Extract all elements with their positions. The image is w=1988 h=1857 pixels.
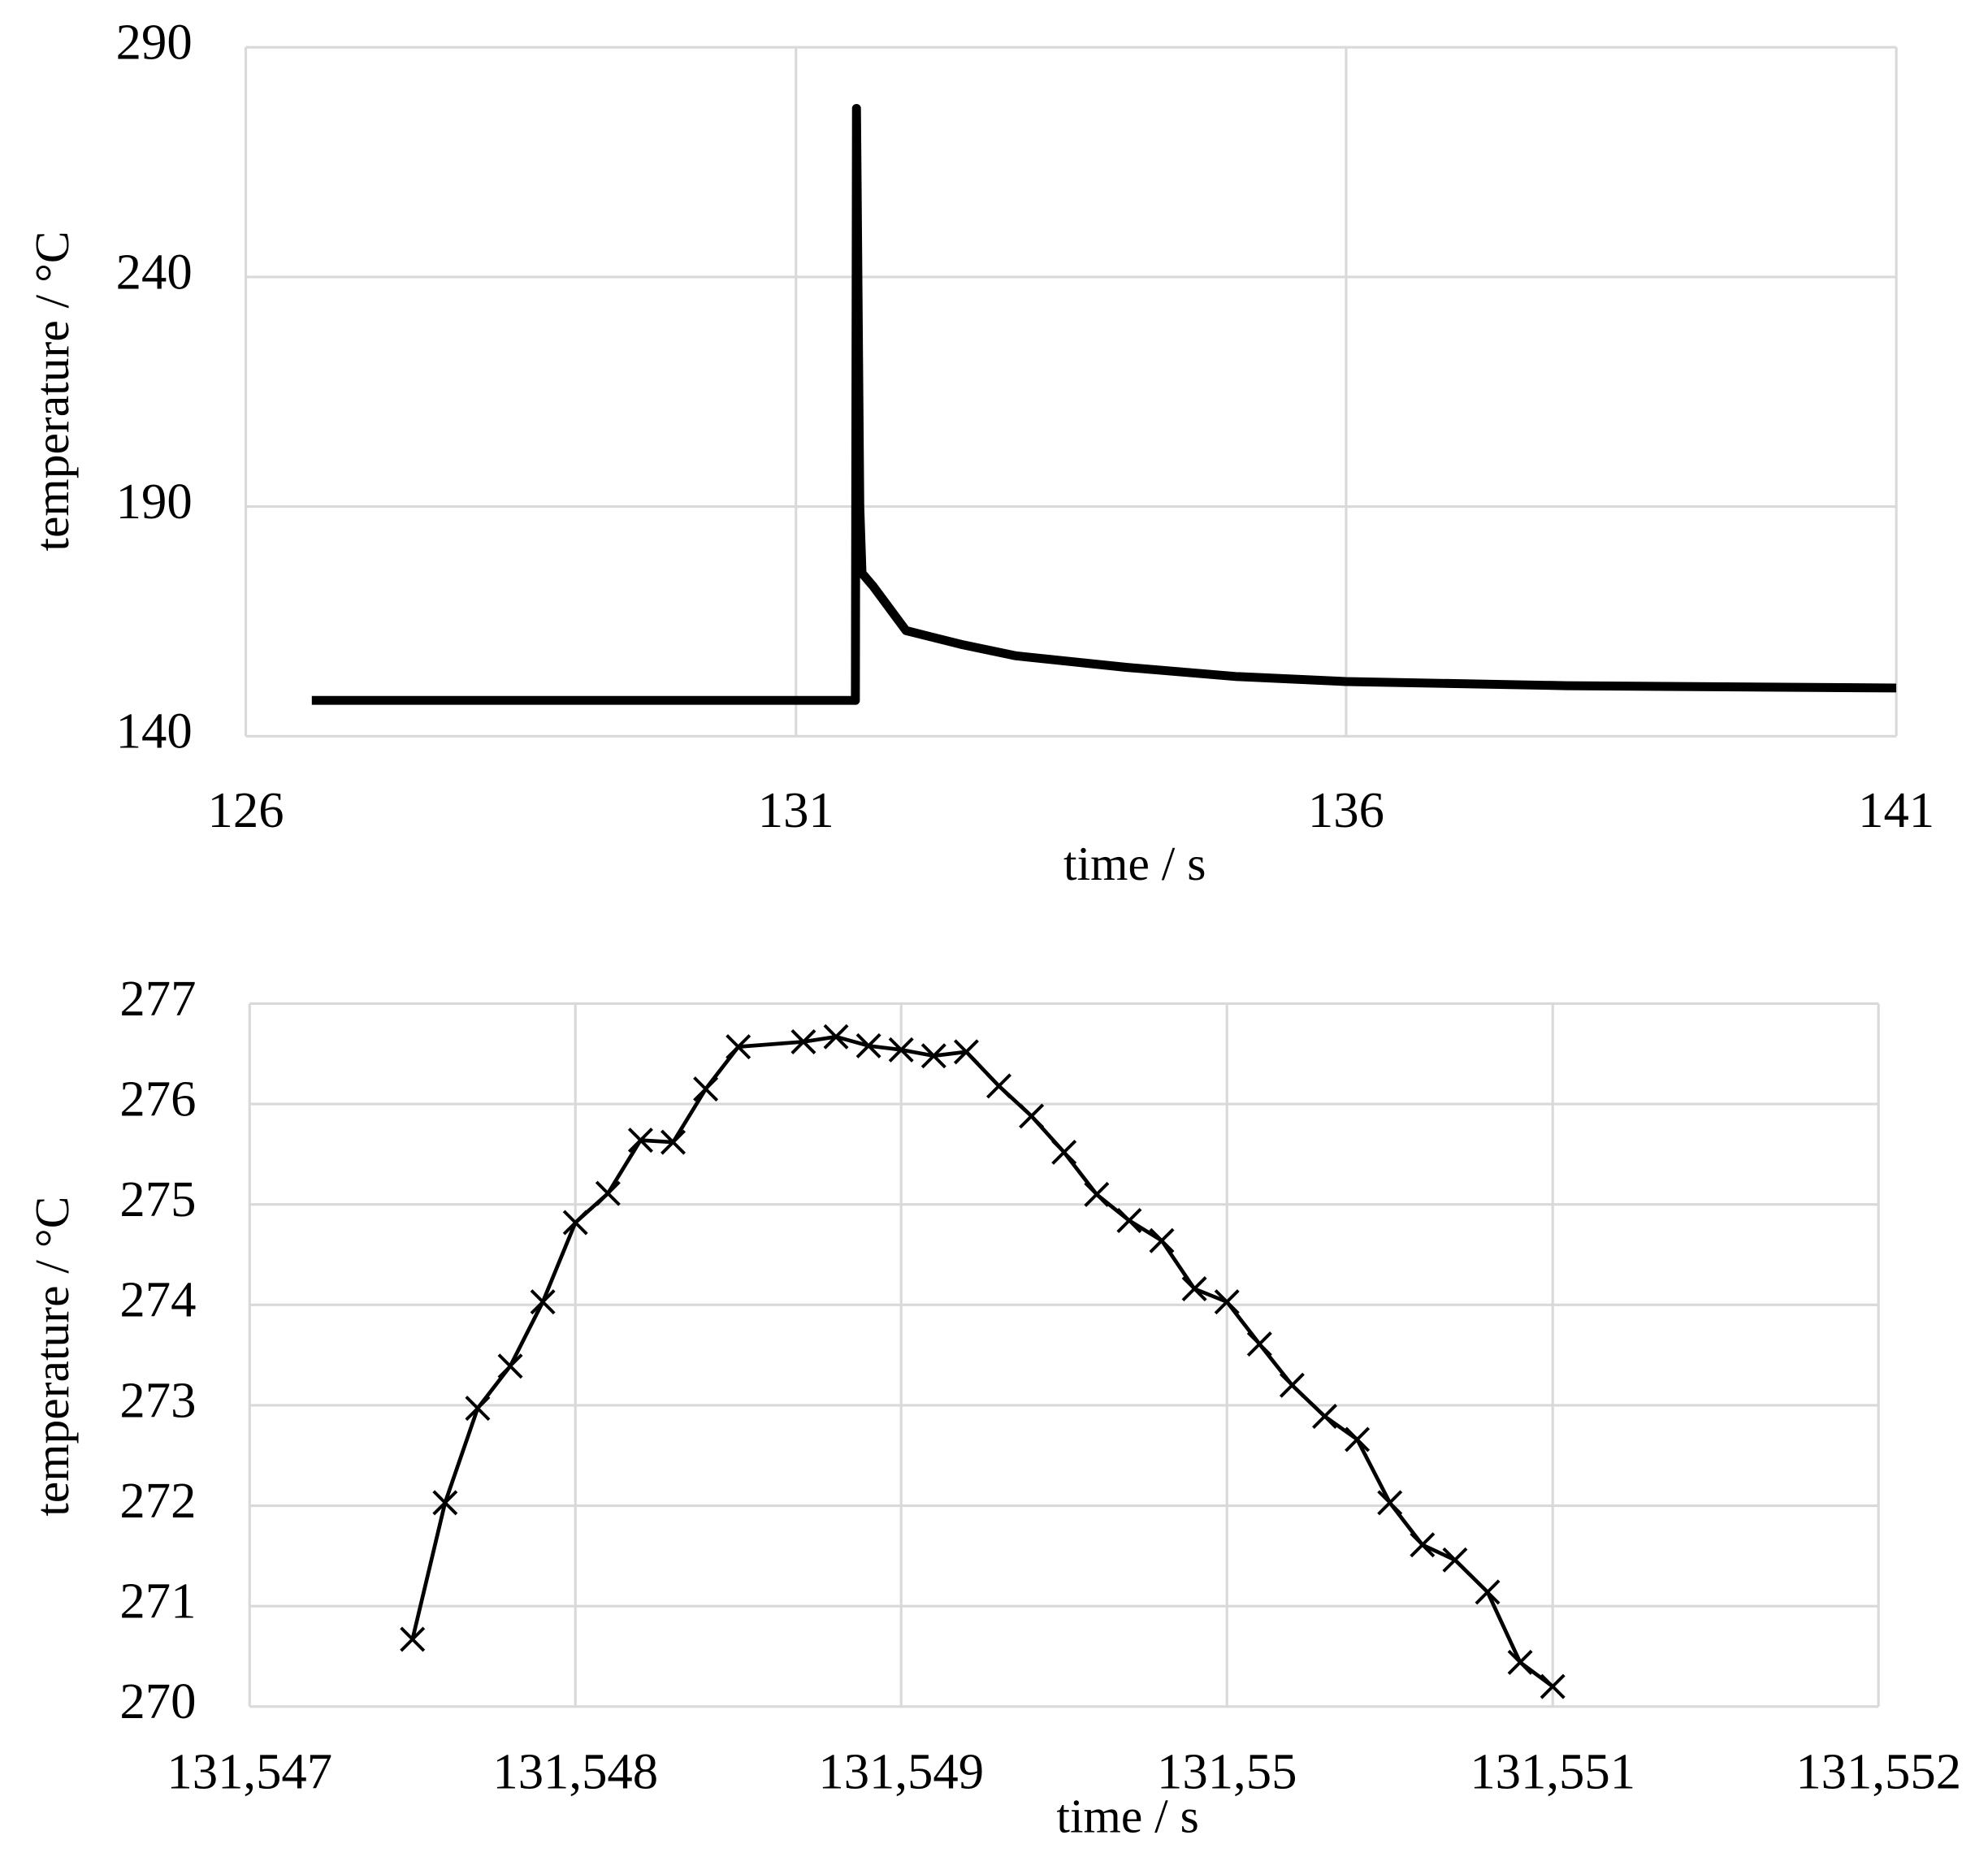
- data-line: [311, 103, 1897, 705]
- plot: [400, 1024, 1566, 1699]
- marker: [1051, 1139, 1077, 1165]
- marker: [888, 1037, 914, 1063]
- marker: [823, 1024, 849, 1050]
- y-tick-label: 271: [119, 1573, 196, 1630]
- marker: [1279, 1372, 1305, 1398]
- marker: [1312, 1404, 1338, 1430]
- y-tick-label: 275: [119, 1171, 196, 1227]
- marker: [1442, 1547, 1468, 1573]
- x-tick-label: 126: [208, 781, 284, 838]
- marker: [1181, 1276, 1207, 1302]
- x-axis-label: time / s: [1056, 1790, 1198, 1843]
- marker: [1475, 1579, 1501, 1605]
- x-tick-label: 131,551: [1470, 1742, 1635, 1799]
- chart: 140 190 240 290 126 131 136 141 time / s temperat…: [25, 14, 1934, 890]
- marker: [562, 1210, 588, 1236]
- y-tick-label: 276: [119, 1070, 196, 1127]
- marker: [595, 1180, 621, 1206]
- marker: [725, 1034, 751, 1060]
- marker: [400, 1626, 426, 1652]
- marker: [790, 1028, 816, 1054]
- y-axis-label: temperature / °C: [25, 231, 79, 551]
- marker: [465, 1396, 491, 1422]
- y-tick-label: 270: [119, 1673, 196, 1729]
- marker: [1507, 1649, 1533, 1675]
- marker: [1116, 1208, 1142, 1233]
- x-tick-label: 131,549: [818, 1742, 984, 1799]
- marker: [986, 1073, 1012, 1099]
- x-tick-label: 131,548: [492, 1742, 658, 1799]
- marker: [1149, 1227, 1175, 1253]
- marker: [1540, 1673, 1566, 1699]
- marker: [627, 1128, 653, 1154]
- marker: [1345, 1426, 1371, 1452]
- marker: [1377, 1490, 1403, 1516]
- marker: [1246, 1331, 1272, 1357]
- marker: [1214, 1289, 1240, 1315]
- y-tick-label: 273: [119, 1371, 196, 1428]
- y-tick-label: 290: [116, 14, 193, 71]
- marker: [1410, 1532, 1436, 1558]
- x-tick-label: 141: [1858, 781, 1934, 838]
- x-tick-label: 131,55: [1157, 1742, 1297, 1799]
- marker: [432, 1490, 458, 1516]
- marker: [661, 1129, 686, 1155]
- plot: [311, 103, 1897, 705]
- marker: [1019, 1103, 1045, 1129]
- y-tick-label: 140: [116, 703, 193, 760]
- marker: [693, 1076, 719, 1102]
- y-tick-label: 272: [119, 1472, 196, 1529]
- y-tick-label: 274: [119, 1271, 196, 1328]
- y-axis-label: temperature / °C: [25, 1197, 79, 1517]
- marker: [1084, 1181, 1110, 1207]
- marker: [920, 1043, 946, 1069]
- x-tick-label: 131: [758, 781, 834, 838]
- x-tick-label: 136: [1308, 781, 1384, 838]
- x-tick-label: 131,552: [1795, 1742, 1961, 1799]
- y-tick-label: 190: [116, 473, 193, 530]
- y-tick-label: 240: [116, 243, 193, 300]
- y-tick-label: 277: [119, 970, 196, 1027]
- marker: [855, 1032, 881, 1058]
- chart: 270 271 272 273 274 275 276 277 131,547 131,548 13…: [25, 970, 1961, 1843]
- x-axis-label: time / s: [1063, 837, 1206, 890]
- x-tick-label: 131,547: [167, 1742, 332, 1799]
- marker: [953, 1039, 979, 1065]
- data-line: [410, 1034, 1554, 1688]
- marker: [497, 1353, 523, 1379]
- marker: [530, 1289, 556, 1315]
